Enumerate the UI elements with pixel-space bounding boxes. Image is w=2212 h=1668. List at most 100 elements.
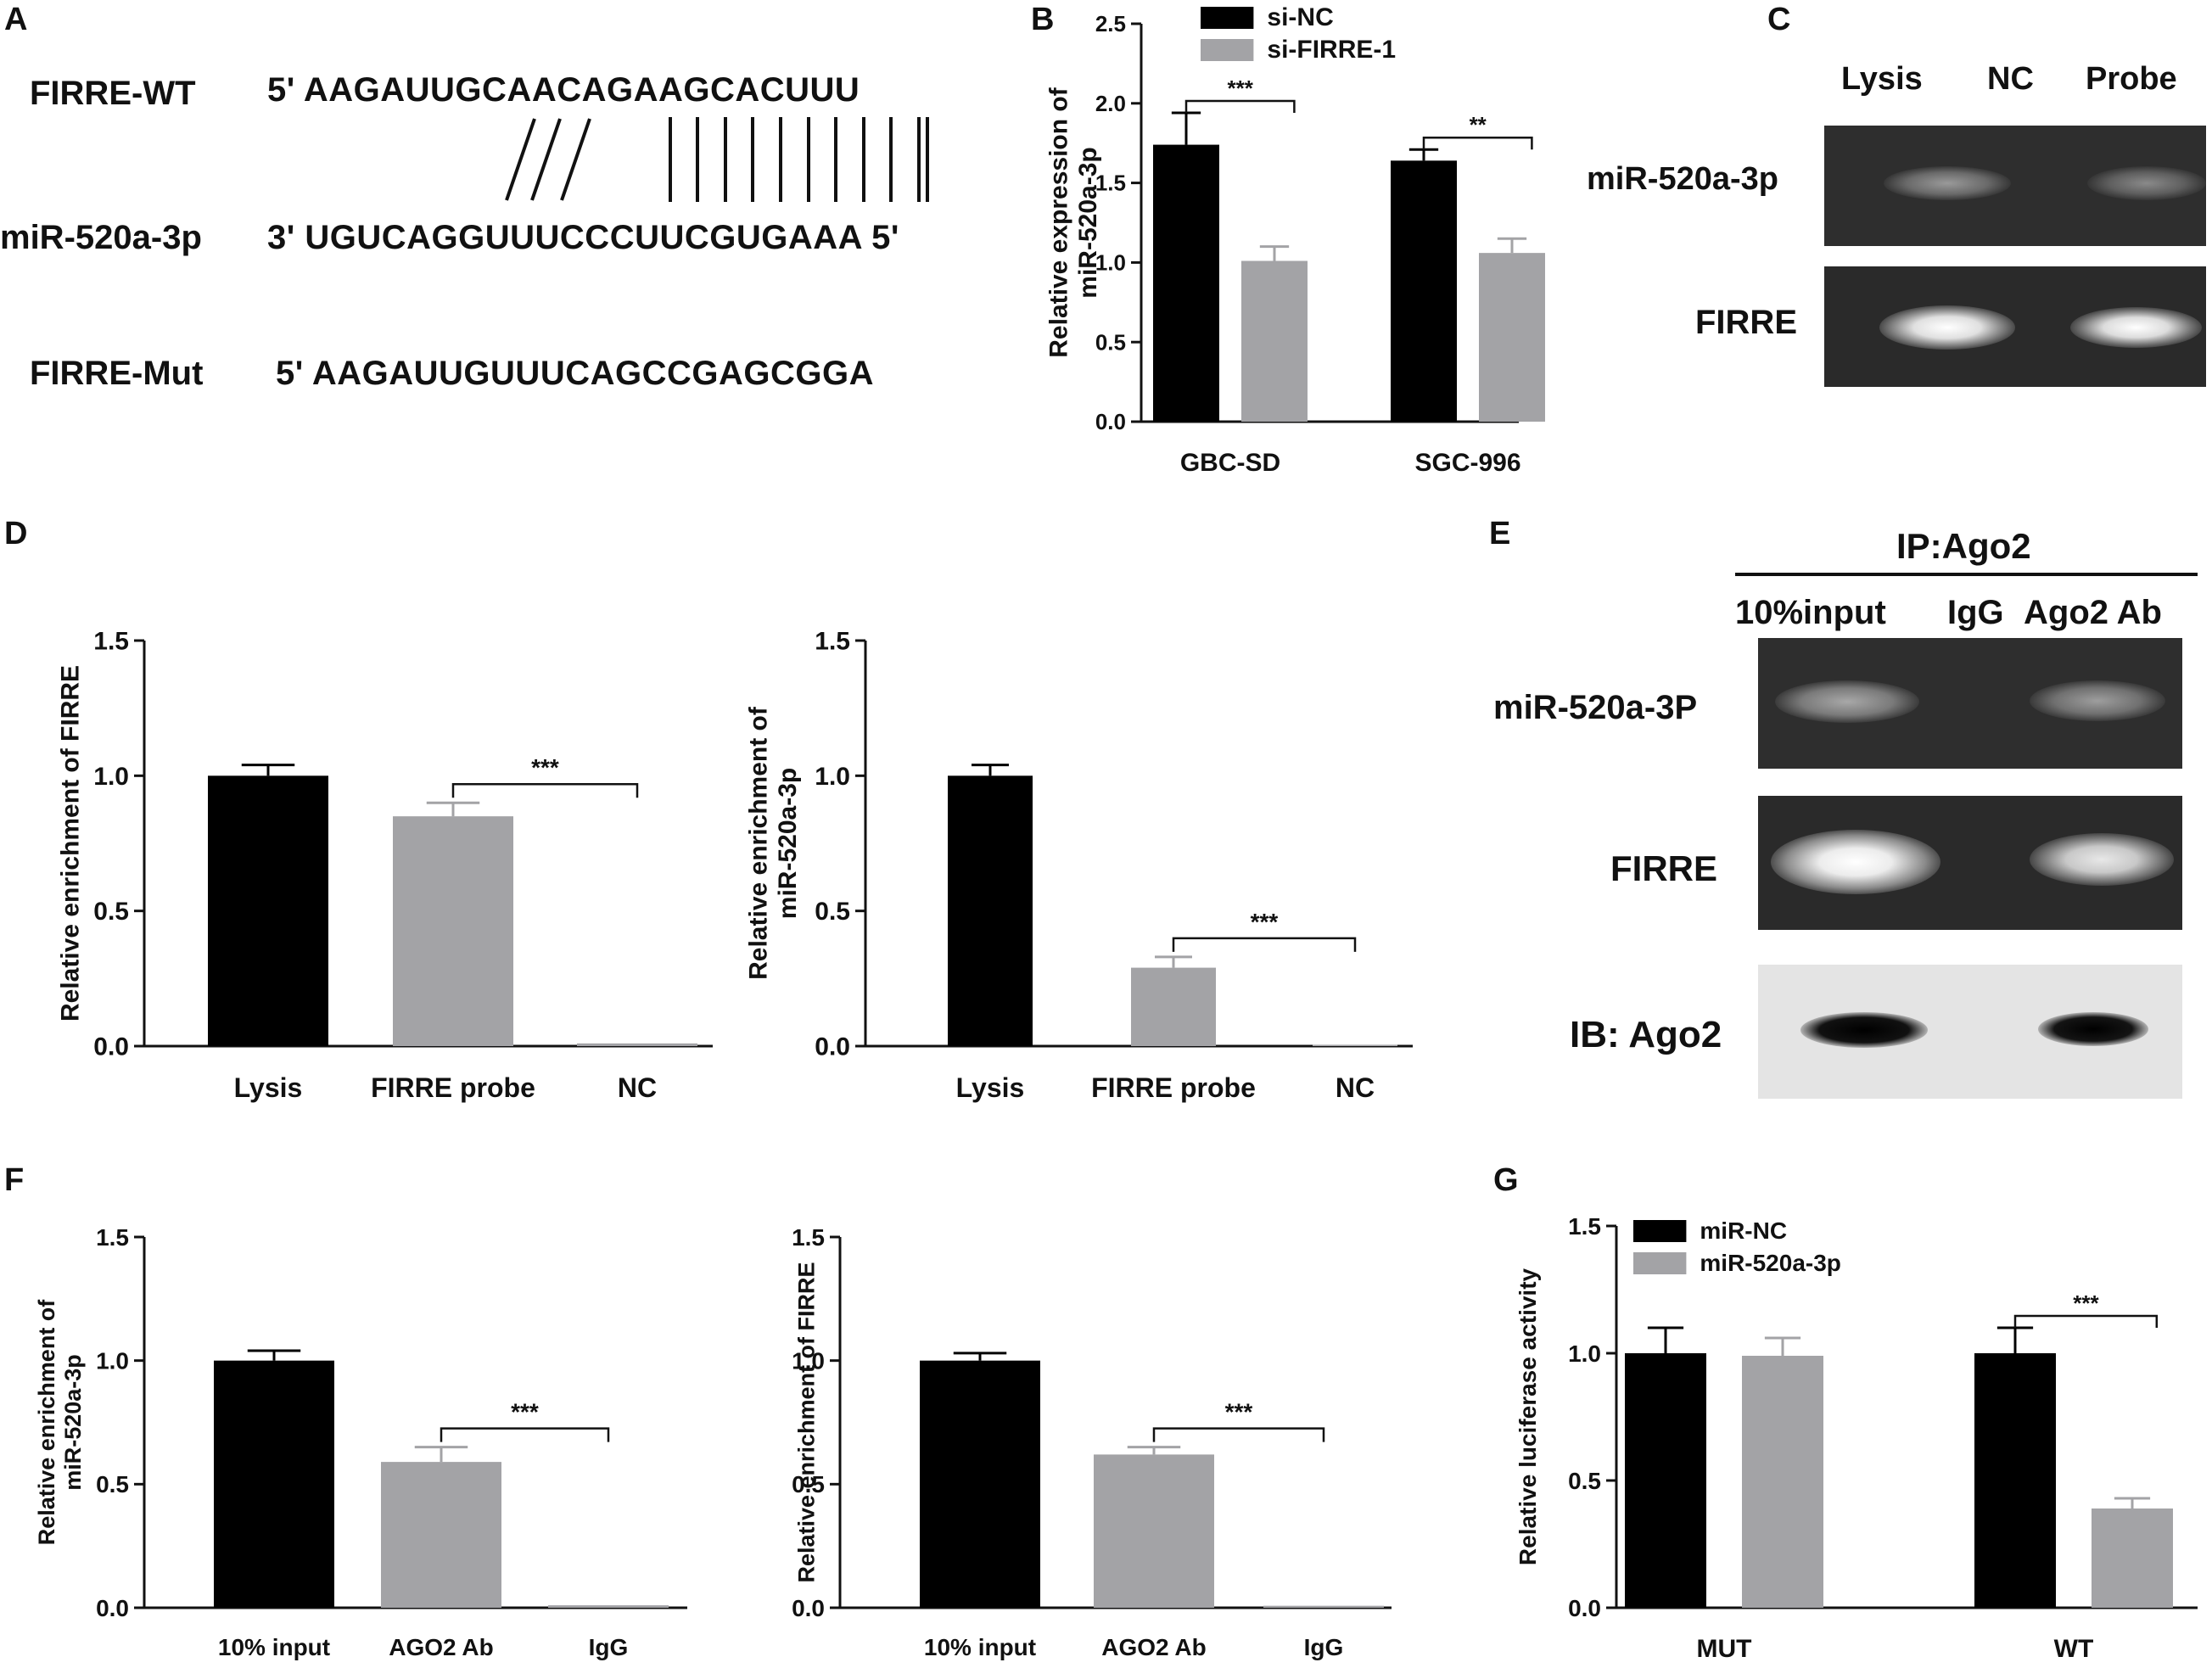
y-axis-label-line: miR-520a-3p xyxy=(1074,147,1102,298)
y-tick-label: 0.5 xyxy=(1568,1468,1601,1494)
y-tick-label: 1.0 xyxy=(815,763,850,791)
y-tick-label: 2.0 xyxy=(1095,91,1126,116)
blot-e-image-ib-ago2 xyxy=(1758,965,2182,1099)
panel-letter-d: D xyxy=(4,516,28,551)
bar-ago2-ab xyxy=(1094,1454,1214,1608)
y-axis-label-line: miR-520a-3p xyxy=(60,1354,86,1491)
y-axis-label: Relative enrichment of FIRRE xyxy=(57,665,85,1022)
y-tick-label: 0.0 xyxy=(93,1033,129,1061)
gel-c-lane-probe: Probe xyxy=(2086,61,2177,97)
bar-mir-nc xyxy=(1974,1353,2056,1608)
y-tick-label: 0.0 xyxy=(1095,409,1126,434)
gel-c-row-firre: FIRRE xyxy=(1695,304,1797,341)
significance-label: ** xyxy=(1470,112,1487,137)
legend-swatch xyxy=(1201,7,1254,29)
significance-bracket xyxy=(1184,99,1296,114)
y-tick-label: 0.5 xyxy=(96,1471,129,1497)
panel-letter-c: C xyxy=(1767,2,1791,37)
bar-lysis xyxy=(208,775,328,1046)
legend-swatch xyxy=(1633,1220,1687,1242)
significance-bracket xyxy=(2013,1314,2159,1328)
bar-lysis xyxy=(948,775,1033,1046)
x-tick-label: AGO2 Ab xyxy=(389,1634,493,1660)
y-axis-label-line: Relative enrichment of xyxy=(34,1299,59,1546)
y-tick-label: 0.5 xyxy=(1095,329,1126,355)
y-axis-label-line: Relative enrichment of FIRRE xyxy=(57,665,85,1022)
seq-name-firre-mut: FIRRE-Mut xyxy=(30,355,204,392)
bar-si-firre-1 xyxy=(1479,253,1545,422)
gel-e-row-mir-520a-3p: miR-520a-3P xyxy=(1493,689,1698,726)
significance-label: *** xyxy=(1228,76,1254,101)
bar-nc xyxy=(577,1043,697,1046)
y-axis-label-line: Relative enrichment of FIRRE xyxy=(793,1262,819,1582)
bar-nc xyxy=(1313,1044,1397,1046)
y-tick-label: 0.0 xyxy=(96,1595,129,1621)
x-tick-label: NC xyxy=(618,1072,657,1103)
significance-label: *** xyxy=(531,754,559,781)
x-tick-label: IgG xyxy=(1304,1634,1344,1660)
gel-band xyxy=(2087,166,2206,200)
x-tick-label: 10% input xyxy=(924,1634,1036,1660)
significance-bracket xyxy=(1422,136,1533,150)
bar-10-input xyxy=(920,1360,1040,1608)
seq-firre-wt: 5' AAGAUUGCAACAGAAGCACUUU xyxy=(267,71,860,109)
gel-e-lane-igg: IgG xyxy=(1947,594,2004,631)
gel-c-lane-nc: NC xyxy=(1987,61,2034,97)
blot-band xyxy=(1800,1012,1928,1048)
panel-letter-e: E xyxy=(1489,516,1511,551)
bar-ago2-ab xyxy=(381,1462,501,1608)
bar-si-firre-1 xyxy=(1241,260,1308,422)
bar-firre-probe xyxy=(393,816,513,1046)
gel-c-image-mir-520a-3p xyxy=(1824,126,2206,246)
panel-letter-a: A xyxy=(4,2,28,37)
y-axis-label: Relative enrichment ofmiR-520a-3p xyxy=(745,706,803,980)
y-tick-label: 0.0 xyxy=(1568,1595,1601,1621)
y-axis-label-line: Relative expression of xyxy=(1045,87,1073,357)
x-tick-label: FIRRE probe xyxy=(371,1072,535,1103)
x-tick-label: MUT xyxy=(1697,1635,1752,1663)
y-tick-label: 1.0 xyxy=(93,763,129,791)
base-pairing-lines xyxy=(505,117,929,202)
gel-e-row-ib-ago2: IB: Ago2 xyxy=(1570,1014,1722,1055)
bar-mir-520a-3p xyxy=(1742,1356,1823,1608)
gel-e-image-mir-520a-3p xyxy=(1758,638,2182,769)
significance-label: *** xyxy=(2073,1290,2099,1316)
bar-mir-nc xyxy=(1625,1353,1706,1608)
y-tick-label: 0.5 xyxy=(815,898,850,926)
x-tick-label: 10% input xyxy=(218,1634,330,1660)
legend-swatch xyxy=(1633,1252,1687,1274)
significance-bracket xyxy=(440,1427,610,1442)
significance-bracket xyxy=(451,782,639,798)
gel-e-lane-10pct-input: 10%input xyxy=(1735,594,1886,631)
gel-e-header: IP:Ago2 xyxy=(1896,526,2031,566)
y-axis-label-line: miR-520a-3p xyxy=(774,768,802,919)
gel-band xyxy=(1771,830,1940,894)
x-tick-label: WT xyxy=(2054,1635,2094,1663)
gel-band xyxy=(2030,833,2174,886)
x-tick-label: NC xyxy=(1336,1072,1375,1103)
panel-letter-g: G xyxy=(1493,1162,1519,1198)
gel-c-lane-lysis: Lysis xyxy=(1841,61,1923,97)
gel-band xyxy=(2030,680,2165,721)
legend-label: si-FIRRE-1 xyxy=(1267,36,1396,64)
blot-band xyxy=(2038,1012,2148,1046)
x-tick-label: FIRRE probe xyxy=(1091,1072,1256,1103)
bar-mir-520a-3p xyxy=(2092,1508,2173,1608)
y-axis-label-line: Relative enrichment of xyxy=(745,706,773,980)
y-tick-label: 1.5 xyxy=(96,1224,129,1251)
significance-bracket xyxy=(1172,937,1357,952)
y-tick-label: 1.0 xyxy=(792,1347,825,1374)
y-tick-label: 1.0 xyxy=(1568,1341,1601,1367)
x-tick-label: Lysis xyxy=(956,1072,1025,1103)
legend-label: si-NC xyxy=(1267,3,1333,31)
x-tick-label: SGC-996 xyxy=(1414,449,1520,477)
seq-firre-mut: 5' AAGAUUGUUUCAGCCGAGCGGA xyxy=(276,355,874,392)
y-tick-label: 1.5 xyxy=(792,1224,825,1251)
gel-c-row-mir-520a-3p: miR-520a-3p xyxy=(1587,161,1778,197)
y-tick-label: 0.0 xyxy=(815,1033,850,1061)
gel-band xyxy=(1775,680,1919,723)
x-tick-label: GBC-SD xyxy=(1180,449,1280,477)
